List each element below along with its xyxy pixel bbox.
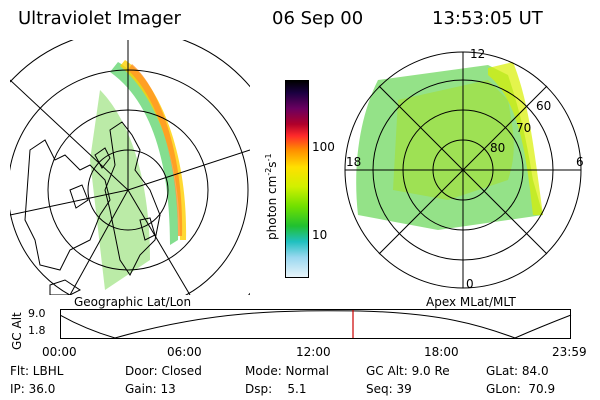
status-mode: Mode: Normal [245, 364, 329, 378]
colorbar [285, 80, 309, 278]
mlt-label-12: 12 [470, 47, 485, 61]
status-door: Door: Closed [125, 364, 202, 378]
time-label: 13:53:05 UT [432, 8, 543, 29]
date-label: 06 Sep 00 [272, 8, 364, 29]
status-ip: IP: 36.0 [10, 382, 56, 396]
right-panel-caption: Apex MLat/MLT [426, 295, 516, 309]
colorbar-unit-label: photon cm-2s-1 [264, 153, 279, 240]
status-filter: Flt: LBHL [10, 364, 64, 378]
left-panel-caption: Geographic Lat/Lon [74, 295, 192, 309]
status-dsp: Dsp: 5.1 [245, 382, 307, 396]
altitude-ylabel: GC Alt [10, 312, 24, 350]
time-tick-0600: 06:00 [167, 345, 202, 359]
colorbar-tick-10: 10 [312, 228, 328, 242]
status-gain: Gain: 13 [125, 382, 176, 396]
time-tick-1200: 12:00 [296, 345, 331, 359]
status-gc-alt: GC Alt: 9.0 Re [366, 364, 450, 378]
status-seq: Seq: 39 [366, 382, 412, 396]
altitude-plot [60, 309, 572, 339]
mlat-label-80: 80 [490, 141, 505, 155]
instrument-title: Ultraviolet Imager [18, 8, 181, 29]
time-tick-1800: 18:00 [424, 345, 459, 359]
altitude-ytick-min: 1.8 [28, 324, 46, 337]
status-glat: GLat: 84.0 [486, 364, 549, 378]
mlt-label-18: 18 [346, 155, 361, 169]
mlt-label-0: 0 [466, 277, 474, 291]
status-glon: GLon: 70.9 [486, 382, 556, 396]
time-tick-2359: 23:59 [552, 345, 587, 359]
mlat-label-70: 70 [516, 121, 531, 135]
time-tick-0000: 00:00 [42, 345, 77, 359]
mlat-label-60: 60 [536, 99, 551, 113]
polar-plot: 12 18 6 0 60 70 80 [344, 47, 584, 291]
colorbar-tick-100: 100 [312, 140, 335, 154]
altitude-ytick-max: 9.0 [28, 307, 46, 320]
geographic-map [10, 40, 250, 295]
mlt-label-6: 6 [576, 155, 584, 169]
